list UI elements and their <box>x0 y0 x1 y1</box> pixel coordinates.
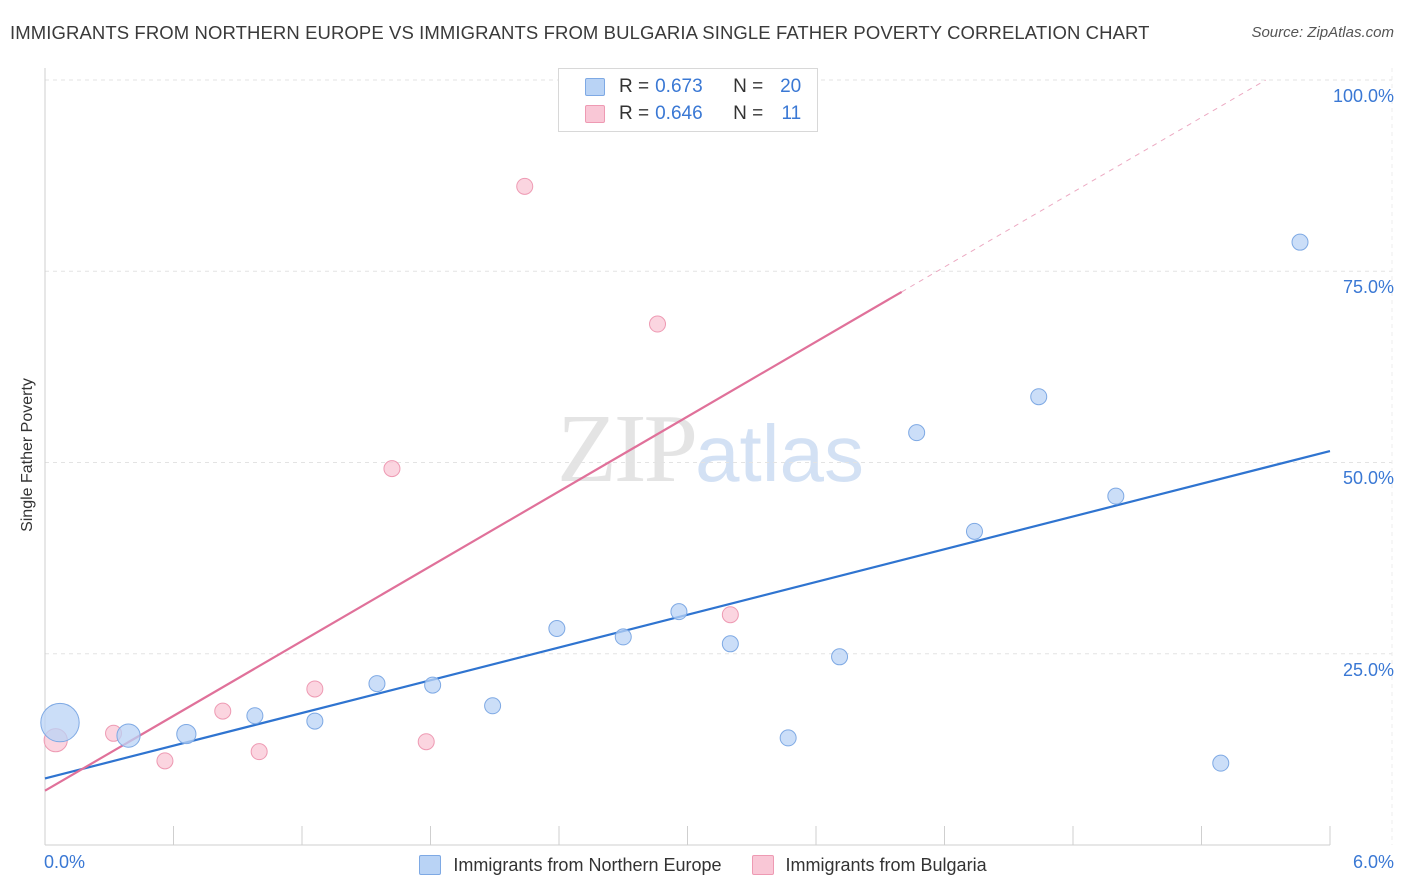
data-point-northern-europe <box>424 676 442 694</box>
data-point-northern-europe <box>1291 233 1309 251</box>
trend-line-bulgaria <box>44 290 903 792</box>
series-legend: Immigrants from Northern Europe Immigran… <box>0 852 1406 878</box>
data-point-northern-europe <box>614 628 632 646</box>
data-point-bulgaria <box>156 752 174 770</box>
x-tick-label-min: 0.0% <box>44 852 86 872</box>
pink-swatch-icon <box>751 855 774 875</box>
data-point-northern-europe <box>670 603 688 621</box>
trend-layer <box>44 79 1331 792</box>
trend-line-bulgaria-extension <box>901 79 1267 293</box>
data-point-northern-europe <box>1107 487 1125 505</box>
point-layer <box>40 177 1309 772</box>
chart-title: IMMIGRANTS FROM NORTHERN EUROPE VS IMMIG… <box>10 22 1150 43</box>
data-point-northern-europe <box>484 697 502 715</box>
blue-swatch-icon <box>585 78 605 96</box>
trend-line-northern-europe <box>44 449 1331 780</box>
r-label: R = <box>619 76 650 97</box>
n-value: 11 <box>781 103 802 124</box>
blue-swatch-icon <box>419 855 442 875</box>
data-point-northern-europe <box>721 635 739 653</box>
legend-item-northern-europe[interactable]: Immigrants from Northern Europe <box>419 854 722 876</box>
r-value: 0.673 <box>655 76 703 97</box>
data-point-northern-europe <box>548 620 566 638</box>
data-point-northern-europe <box>1212 754 1230 772</box>
legend-row-northern-europe: R = 0.673 N = 20 <box>585 75 801 99</box>
data-point-northern-europe <box>1030 388 1048 406</box>
n-label: N = <box>733 103 764 124</box>
legend-label: Immigrants from Northern Europe <box>453 854 722 875</box>
legend-label: Immigrants from Bulgaria <box>785 854 987 875</box>
r-label: R = <box>619 103 650 124</box>
r-value: 0.646 <box>655 103 703 124</box>
data-point-northern-europe <box>306 712 324 730</box>
data-point-northern-europe <box>965 522 983 540</box>
data-point-bulgaria <box>516 177 534 195</box>
pink-swatch-icon <box>585 105 605 123</box>
grid-layer <box>45 68 1393 845</box>
data-point-bulgaria <box>383 460 401 478</box>
data-point-northern-europe <box>246 707 264 725</box>
data-point-bulgaria <box>214 702 232 720</box>
watermark-zip: ZIP <box>557 395 698 503</box>
legend-row-bulgaria: R = 0.646 N = 11 <box>585 102 801 126</box>
y-tick-label-50: 50.0% <box>1342 468 1394 488</box>
n-label: N = <box>733 76 764 97</box>
data-point-northern-europe <box>176 723 197 745</box>
data-point-northern-europe <box>116 723 141 748</box>
y-tick-label-25: 25.0% <box>1342 660 1394 680</box>
data-point-bulgaria <box>250 743 268 761</box>
watermark: ZIPatlas <box>557 398 864 498</box>
y-axis-label: Single Father Poverty <box>19 378 36 532</box>
data-point-northern-europe <box>779 729 797 747</box>
watermark-atlas: atlas <box>695 409 864 498</box>
data-point-northern-europe <box>831 648 849 666</box>
data-point-northern-europe <box>908 424 926 442</box>
y-tick-label-75: 75.0% <box>1342 277 1394 297</box>
data-point-bulgaria <box>649 315 667 333</box>
data-point-bulgaria <box>721 606 739 624</box>
source-credit: Source: ZipAtlas.com <box>1251 24 1394 41</box>
y-tick-label-100: 100.0% <box>1332 86 1394 106</box>
data-point-northern-europe <box>40 702 80 743</box>
n-value: 20 <box>780 76 802 97</box>
data-point-bulgaria <box>417 733 435 751</box>
data-point-bulgaria <box>306 680 324 698</box>
x-tick-label-max: 6.0% <box>1352 852 1394 872</box>
data-point-northern-europe <box>368 675 386 693</box>
legend-item-bulgaria[interactable]: Immigrants from Bulgaria <box>751 854 987 876</box>
correlation-legend: R = 0.673 N = 20 R = 0.646 N = 11 <box>558 68 818 132</box>
